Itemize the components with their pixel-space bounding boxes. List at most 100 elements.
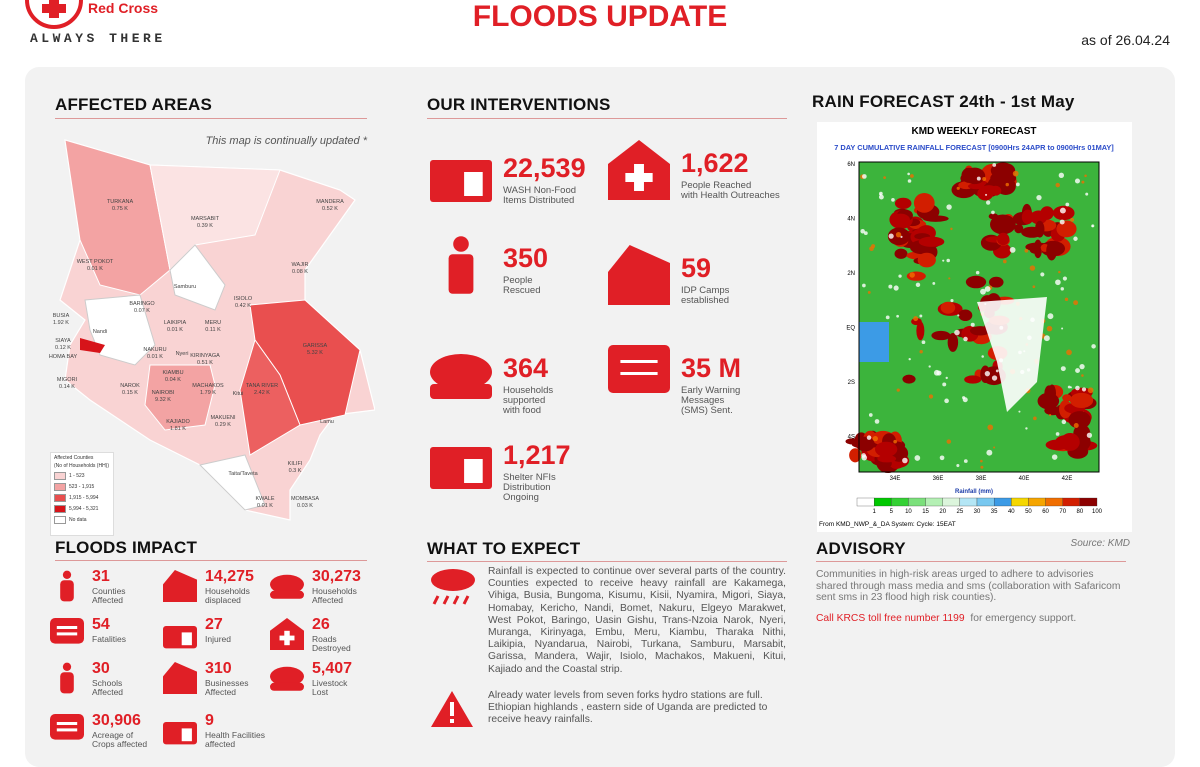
rain-speck [986, 449, 993, 456]
rain-speck [1059, 219, 1065, 225]
scale-swatch [1062, 497, 1081, 507]
scale-swatch [1011, 497, 1029, 507]
legend-swatch [54, 505, 66, 513]
icon [163, 722, 197, 745]
scale-tick: 15 [922, 509, 929, 515]
icon [608, 345, 670, 393]
rain-speck [1075, 368, 1080, 373]
rain-blob [1021, 209, 1034, 225]
rain-blob [1046, 241, 1057, 261]
icon [270, 574, 304, 599]
scale-tick: 70 [1059, 509, 1066, 515]
rain-speck [871, 244, 876, 249]
stat-label: established [681, 295, 730, 306]
icon-shape [448, 254, 474, 294]
legend-item: 1,915 - 5,994 [54, 494, 110, 502]
icon [608, 245, 670, 305]
stat-value: 1,217 [503, 440, 571, 470]
rain-speck [1073, 300, 1079, 306]
rain-speck [932, 282, 936, 285]
scale-swatch [993, 497, 1012, 507]
lon-label: 36E [933, 476, 944, 482]
impact-label: Destroyed [312, 643, 351, 653]
county-label: MERU [205, 320, 221, 326]
rain-speck [1069, 386, 1072, 389]
rain-blob [947, 332, 959, 352]
rain-speck [1066, 349, 1072, 356]
rain-speck [1087, 387, 1094, 394]
icon-shape [163, 570, 197, 602]
rain-speck [1058, 270, 1061, 274]
rain-speck [1029, 265, 1036, 271]
scale-tick: 5 [890, 509, 894, 515]
icon [270, 666, 304, 691]
rain-speck [963, 336, 968, 342]
county-label: 5.32 K [307, 350, 323, 356]
impact-label: displaced [205, 595, 241, 605]
rain-speck [1073, 236, 1078, 241]
legend-swatch [54, 494, 66, 502]
impact-label: Livestock [312, 678, 348, 688]
rain-speck [1015, 182, 1020, 187]
county-label: Samburu [174, 284, 196, 290]
icon [270, 618, 304, 650]
icon-shape [62, 570, 72, 579]
icon-shape [163, 662, 197, 694]
icon-shape [62, 662, 72, 671]
stat-label: People [503, 275, 533, 286]
rain-blob [940, 301, 956, 314]
impact-value: 30,273 [312, 568, 361, 585]
rain-speck [980, 465, 984, 469]
map-legend: Affected Counties (No of Households (HH))… [50, 452, 114, 536]
section-title: OUR INTERVENTIONS [427, 95, 611, 114]
rain-speck [1061, 419, 1067, 425]
county-label: SIAYA [55, 338, 71, 344]
forecast-title: KMD WEEKLY FORECAST [911, 126, 1036, 137]
county-label: WAJIR [292, 262, 309, 268]
icon-shape [56, 728, 78, 732]
rain-blob [849, 448, 862, 463]
stat-label: with Health Outreaches [681, 190, 780, 201]
rain-speck [1064, 297, 1069, 302]
scale-tick: 35 [991, 509, 998, 515]
tagline: ALWAYS THERE [30, 31, 166, 46]
impact-value: 26 [312, 616, 330, 633]
county-label: 0.39 K [197, 223, 213, 229]
icon-shape [279, 635, 295, 641]
stat-label: Shelter NFIs [503, 472, 556, 483]
scale-tick: 20 [939, 509, 946, 515]
rain-speck [928, 394, 934, 399]
icon [50, 618, 84, 644]
legend-swatch [54, 516, 66, 524]
rain-blob [894, 197, 912, 210]
stat-label: Rescued [503, 285, 541, 296]
rain-speck [898, 274, 902, 278]
rain-speck [1047, 313, 1054, 320]
icon-shape [50, 618, 84, 644]
county-label: ISIOLO [234, 296, 253, 302]
impact-label: Households [205, 586, 250, 596]
icon-shape [56, 722, 78, 725]
rain-blob [917, 252, 936, 268]
rain-speck [1002, 259, 1007, 264]
map-note: This map is continually updated * [205, 135, 367, 147]
page: Red Cross ALWAYS THERE FLOODS UPDATE as … [25, 0, 1175, 767]
rain-speck [914, 455, 921, 461]
county-label: MARSABIT [191, 216, 220, 222]
rain-speck [942, 259, 945, 262]
advisory-text: Communities in high-risk areas urged to … [816, 569, 1121, 603]
rain-speck [1070, 217, 1075, 222]
stat-label: Distribution [503, 482, 551, 493]
county-label: MIGORI [57, 377, 78, 383]
county-label: BARINGO [129, 301, 155, 307]
rain-speck [921, 340, 926, 345]
section-title: ADVISORY [816, 539, 906, 558]
hotline-line: Call KRCS toll free number 1199 for emer… [816, 613, 1156, 624]
county-label: 0.01 K [257, 503, 273, 509]
rain-blob [969, 326, 991, 336]
rain-blob [990, 214, 1016, 235]
rain-speck [963, 459, 968, 463]
impact-value: 14,275 [205, 568, 254, 585]
legend-swatch [54, 472, 66, 480]
rain-blob [916, 321, 925, 341]
